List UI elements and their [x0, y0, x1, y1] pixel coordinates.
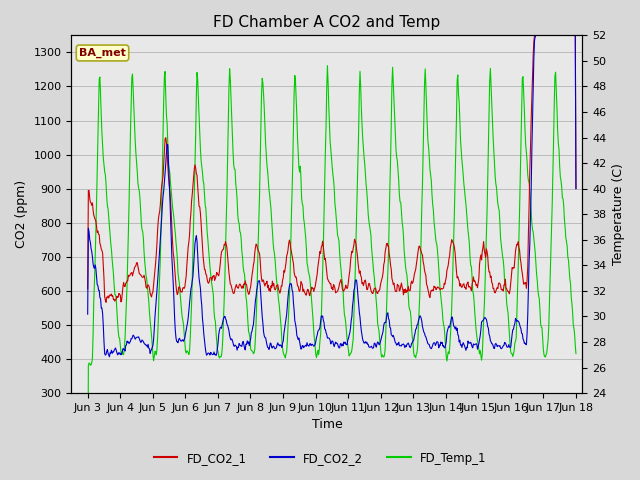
- X-axis label: Time: Time: [312, 419, 342, 432]
- Text: BA_met: BA_met: [79, 48, 126, 58]
- Y-axis label: CO2 (ppm): CO2 (ppm): [15, 180, 28, 248]
- Legend: FD_CO2_1, FD_CO2_2, FD_Temp_1: FD_CO2_1, FD_CO2_2, FD_Temp_1: [149, 447, 491, 469]
- Y-axis label: Temperature (C): Temperature (C): [612, 163, 625, 265]
- Title: FD Chamber A CO2 and Temp: FD Chamber A CO2 and Temp: [213, 15, 440, 30]
